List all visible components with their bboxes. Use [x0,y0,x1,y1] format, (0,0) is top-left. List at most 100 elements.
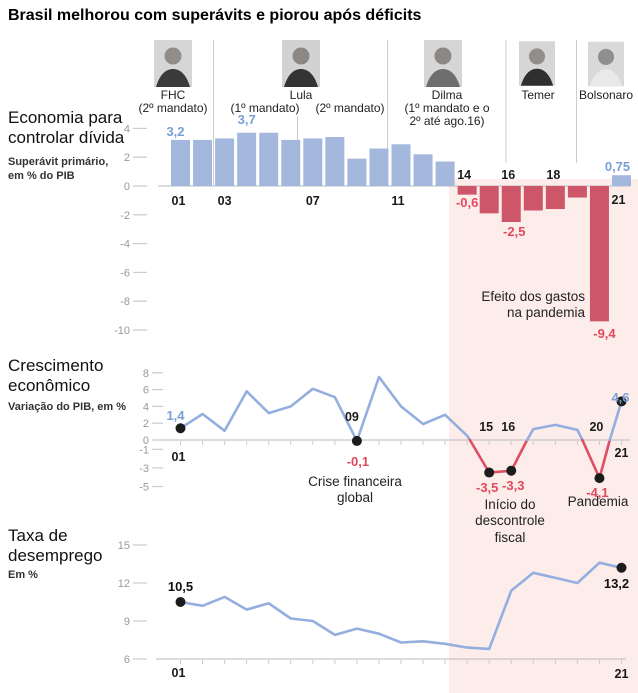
bar-2015 [479,186,499,214]
person-silhouette-icon [424,40,462,87]
year-label-21: 21 [612,193,626,207]
data-point-dot-2016 [506,465,517,476]
y-tick-label: -2 [120,210,130,222]
y-tick-label: -1 [139,444,149,456]
person-silhouette-icon [519,41,555,86]
y-tick-label: 2 [124,152,130,164]
bar-2008 [325,137,345,186]
bar-2006 [281,139,301,186]
y-tick-label: 2 [143,418,149,430]
year-label-21: 21 [615,667,629,681]
value-label--4,1: -4,1 [586,485,608,500]
bar-2016 [501,186,521,222]
bar-2012 [413,154,433,186]
y-tick-label: 0 [124,181,130,193]
chart2-subtitle: Variação do PIB, em % [8,401,126,413]
person-silhouette-icon [282,40,320,87]
annotation-pandemic: Pandemia [567,494,629,509]
person-silhouette-icon [588,41,624,87]
annotation-global-financial-crisis: Crise financeira global [308,474,402,506]
data-point-dot-2009 [351,435,362,446]
value-label-3,7: 3,7 [238,112,256,127]
annotation-pandemic-spending: Efeito dos gastos na pandemia [481,289,585,321]
y-tick-label: 4 [143,401,149,413]
year-label-01: 01 [172,450,186,464]
bar-2018 [545,186,565,210]
y-tick-label: 4 [124,123,130,135]
bar-2007 [303,138,323,186]
year-label-01: 01 [172,666,186,680]
bar-2019 [567,186,587,198]
data-point-dot-2020 [594,473,605,484]
bar-2014 [457,186,477,195]
y-tick-label: 0 [143,435,149,447]
year-label-18: 18 [546,168,560,182]
dilma-photo [424,40,462,87]
bar-2017 [523,186,543,211]
lula-photo [282,40,320,87]
data-point-dot-2021 [616,562,627,573]
bar-2011 [391,144,411,186]
data-point-dot-2015 [484,467,495,478]
year-label-14: 14 [457,168,471,182]
year-label-03: 03 [218,194,232,208]
y-tick-label: 6 [124,654,130,666]
y-tick-label: -10 [114,325,130,337]
data-point-dot-2001 [175,596,186,607]
value-label--2,5: -2,5 [503,224,525,239]
bar-2002 [193,139,213,186]
bar-2021 [612,175,631,186]
value-label-0,75: 0,75 [605,159,630,174]
value-label-3,2: 3,2 [166,124,184,139]
y-tick-label: 9 [124,616,130,628]
value-label--3,5: -3,5 [476,480,498,495]
year-label-16: 16 [501,168,515,182]
president-term-fhc: (2º mandato) [138,101,208,115]
line-segment-negative [581,438,612,480]
year-label-07: 07 [306,194,320,208]
year-label-15: 15 [479,420,493,434]
year-label-21: 21 [615,446,629,460]
year-label-01: 01 [172,194,186,208]
value-label-4,6: 4,6 [611,390,629,405]
chart1-subtitle: Superávit primário, em % do PIB [8,156,109,183]
data-point-dot-2001 [175,423,186,434]
line-segment [179,561,623,651]
president-term-lula-1: (1º mandato) [230,101,300,115]
bar-2013 [435,161,455,186]
president-term-lula-2: (2º mandato) [315,101,385,115]
chart1-title: Economia para controlar dívida [8,108,125,148]
bolsonaro-photo [588,41,626,88]
line-segment [525,423,584,442]
year-label-09: 09 [345,410,359,424]
y-tick-label: 15 [118,540,130,552]
president-term-dilma: (1º mandato e o 2º até ago.16) [404,101,490,128]
y-tick-label: -6 [120,267,130,279]
y-tick-label: -3 [139,463,149,475]
temer-photo [519,41,557,88]
value-label-1,4: 1,4 [166,408,185,423]
main-title: Brasil melhorou com superávits e piorou … [8,7,422,24]
chart3-subtitle: Em % [8,569,38,581]
year-label-16: 16 [501,420,515,434]
value-label--0,1: -0,1 [347,454,369,469]
y-tick-label: -8 [120,296,130,308]
bar-2004 [237,132,257,186]
fhc-photo [154,40,192,87]
president-name-dilma: Dilma [431,88,463,102]
annotation-fiscal-loss-of-control: Início do descontrole fiscal [475,497,545,545]
y-tick-label: 8 [143,368,149,380]
y-tick-label: 6 [143,385,149,397]
value-label-13,2: 13,2 [604,576,629,591]
line-segment-negative [468,438,529,474]
year-label-11: 11 [391,194,404,208]
year-label-20: 20 [589,420,603,434]
president-name-fhc: FHC [160,88,186,102]
data-point-dot-2021 [616,396,627,407]
y-tick-label: -5 [139,482,149,494]
president-name-lula: Lula [289,88,313,102]
bar-2010 [369,148,389,186]
bar-2009 [347,158,367,186]
